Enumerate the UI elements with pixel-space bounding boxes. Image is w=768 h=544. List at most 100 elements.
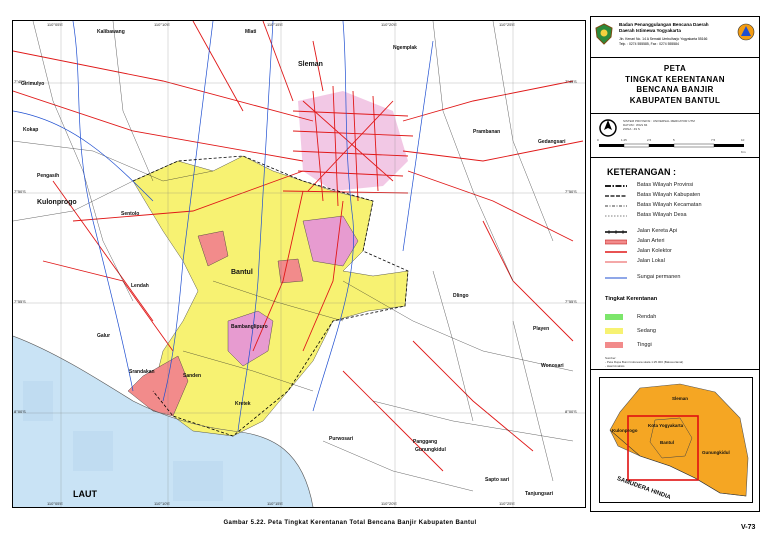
river-icon xyxy=(605,277,627,279)
bottom-tick: 110°10'E xyxy=(154,501,170,506)
scale-bar xyxy=(599,143,744,148)
inset-canvas xyxy=(600,378,752,502)
title-line: KABUPATEN BANTUL xyxy=(629,95,721,105)
graticule xyxy=(13,21,585,507)
place-label: Purwosari xyxy=(329,436,354,442)
tinggi-swatch xyxy=(605,342,623,348)
place-label: Bantul xyxy=(231,269,253,276)
agency-phone: Telp. : 0274 555585, Fax : 0274 555584 xyxy=(619,42,679,46)
place-label: Bambanglipuro xyxy=(231,324,268,330)
right-tick: 7°55'S xyxy=(565,299,577,304)
place-label: Sentolo xyxy=(121,211,140,217)
right-tick: 8°00'S xyxy=(565,409,577,414)
scale-tick: 2.5 xyxy=(647,138,652,142)
tinggi-zone-bambanglipuro xyxy=(227,310,274,367)
figure-caption: Gambar 5.22. Peta Tingkat Kerentanan Tot… xyxy=(223,520,477,526)
scale-tick: 0 xyxy=(597,138,599,142)
legend-item: Batas Wilayah Provinsi xyxy=(637,182,694,188)
top-tick: 110°15'E xyxy=(267,22,283,27)
bottom-tick: 110°25'E xyxy=(499,501,515,506)
left-tick: 7°50'S xyxy=(14,189,26,194)
legend-title: KETERANGAN : xyxy=(607,167,676,177)
scale-tick: 5 xyxy=(673,138,675,142)
collector-road-icon xyxy=(605,251,627,253)
legend-item: Jalan Arteri xyxy=(637,238,665,244)
rendah-swatch xyxy=(605,314,623,320)
right-tick: 7°50'S xyxy=(565,189,577,194)
inset-label: Sleman xyxy=(672,396,689,401)
place-label: Prambanan xyxy=(473,129,501,135)
datum-info: DATUM : WGS 84 xyxy=(623,123,648,127)
legend-item: Batas Wilayah Kecamatan xyxy=(637,202,702,208)
place-label: Ngemplak xyxy=(393,45,417,51)
north-arrow-icon xyxy=(599,119,617,137)
main-map[interactable]: 110°05'E 110°10'E 110°15'E 110°20'E 110°… xyxy=(12,20,586,508)
legend-item: Jalan Lokal xyxy=(637,258,665,264)
place-label: Playen xyxy=(533,326,550,332)
map-panel: Badan Penanggulangan Bencana Daerah Daer… xyxy=(590,16,760,512)
place-label: Sleman xyxy=(298,61,323,68)
arterial-road-icon xyxy=(605,239,627,245)
legend-item: Jalan Kereta Api xyxy=(637,228,678,234)
legend-item: Sungai permanen xyxy=(637,274,681,280)
boundaries xyxy=(13,21,574,492)
title-line: PETA xyxy=(663,64,687,73)
bpbd-logo-icon xyxy=(737,23,755,41)
coat-of-arms-icon xyxy=(595,23,613,45)
zone-info: ZONA : 49 S xyxy=(623,127,640,131)
desa-boundary-icon xyxy=(605,215,627,217)
inset-label: Kota Yogyakarta xyxy=(648,423,684,428)
place-label: Gedangsari xyxy=(538,139,566,145)
inset-highlight-box xyxy=(627,415,699,481)
top-tick: 110°20'E xyxy=(381,22,397,27)
railway-icon xyxy=(605,230,627,234)
bottom-tick: 110°05'E xyxy=(47,501,63,506)
place-label: Mlati xyxy=(245,29,257,35)
legend-item: Batas Wilayah Kabupaten xyxy=(637,192,701,198)
place-label: Lendah xyxy=(131,283,149,289)
tinggi-zone-pajangan xyxy=(197,230,229,267)
kota-yogyakarta-zone xyxy=(298,91,408,191)
projection-info: SISTEM PROYEKSI : UNIVERSAL MERCATOR UTM xyxy=(623,119,695,123)
kecamatan-boundary-icon xyxy=(605,205,627,207)
tinggi-zone-srandakan xyxy=(127,355,189,417)
title-line: BENCANA BANJIR xyxy=(636,85,714,94)
vulnerability-item: Sedang xyxy=(637,328,656,334)
inset-label: Gunungkidul xyxy=(702,450,730,455)
agency-header: Badan Penanggulangan Bencana Daerah Daer… xyxy=(591,17,759,58)
top-tick: 110°10'E xyxy=(154,22,170,27)
agency-name-2: Daerah Istimewa Yogyakarta xyxy=(619,28,681,33)
place-label: Kretek xyxy=(235,401,251,407)
place-label: Sanden xyxy=(183,373,202,379)
tinggi-zone-banguntapan xyxy=(302,215,359,267)
inset-label: Bantul xyxy=(660,440,674,445)
place-label: Gunungkidul xyxy=(415,447,446,453)
province-boundary-icon xyxy=(605,185,627,187)
place-label: Girimulyo xyxy=(21,81,45,87)
left-tick: 7°45'S xyxy=(14,79,26,84)
source-note: Sumber: xyxy=(605,356,617,360)
kabupaten-boundary-icon xyxy=(605,195,627,197)
local-road-icon xyxy=(605,261,627,263)
left-tick: 7°55'S xyxy=(14,299,26,304)
place-label: Galur xyxy=(97,333,111,339)
inset-map: Sleman Kota Yogyakarta Kulonprogo Bantul… xyxy=(599,377,753,503)
agency-name-1: Badan Penanggulangan Bencana Daerah xyxy=(619,22,709,27)
source-note: - Peta Rupa Bumi Indonesia skala 1:25.00… xyxy=(605,360,684,364)
legend-item: Batas Wilayah Desa xyxy=(637,212,687,218)
legend-item: Jalan Kolektor xyxy=(637,248,672,254)
vulnerability-title: Tingkat Kerentanan xyxy=(605,296,658,302)
sedang-swatch xyxy=(605,328,623,334)
vulnerability-item: Tinggi xyxy=(637,342,652,348)
place-label: Kulonprogo xyxy=(37,199,77,206)
place-label: Kokap xyxy=(23,127,39,133)
inset-label: Kulonprogo xyxy=(612,428,638,433)
place-label: Pengasih xyxy=(37,173,60,179)
place-label: Wonosari xyxy=(541,363,564,369)
left-tick: 8°00'S xyxy=(14,409,26,414)
vulnerability-item: Rendah xyxy=(637,314,657,320)
kabupaten-boundary xyxy=(132,155,409,437)
map-canvas xyxy=(13,21,585,507)
sea-label: LAUT xyxy=(73,489,97,499)
coastline xyxy=(13,335,314,507)
